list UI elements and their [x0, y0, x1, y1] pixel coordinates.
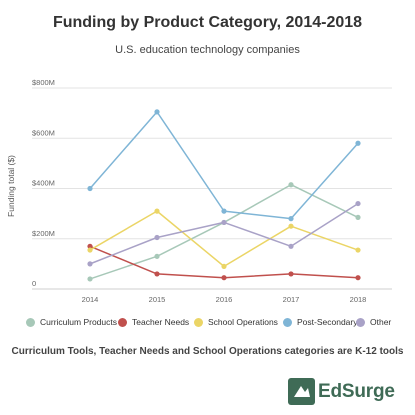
- legend-label: Other: [370, 317, 392, 327]
- data-point: [288, 243, 294, 249]
- legend-item: Other: [356, 317, 391, 327]
- legend-item: School Operations: [194, 317, 278, 327]
- data-point: [355, 214, 361, 220]
- data-point: [87, 185, 93, 192]
- data-point: [288, 271, 294, 277]
- legend-label: School Operations: [208, 317, 278, 327]
- series-line: [89, 111, 359, 220]
- series-line: [89, 245, 359, 279]
- y-tick-label: $600M: [32, 128, 55, 137]
- legend-swatch: [26, 317, 35, 327]
- data-point: [221, 219, 227, 226]
- data-point: [87, 276, 93, 282]
- series-lines: [87, 109, 361, 282]
- footnote: Curriculum Tools, Teacher Needs and Scho…: [11, 346, 404, 357]
- data-point: [154, 208, 160, 214]
- chart-subtitle: U.S. education technology companies: [115, 44, 300, 56]
- edsurge-logo: EdSurge: [288, 378, 395, 405]
- legend-item: Curriculum Products: [26, 317, 117, 327]
- chart-legend: Curriculum Products Teacher Needs School O…: [26, 317, 406, 331]
- series-school-operations: [87, 208, 361, 269]
- data-point: [288, 182, 294, 188]
- legend-swatch: [194, 317, 203, 327]
- legend-swatch: [356, 317, 365, 327]
- data-point: [221, 263, 227, 269]
- data-point: [154, 109, 160, 115]
- legend-swatch: [118, 317, 127, 327]
- series-teacher-needs: [87, 243, 361, 281]
- y-tick-label: 0: [32, 279, 36, 288]
- data-point: [87, 243, 93, 249]
- y-axis-label: Funding total ($): [6, 155, 16, 217]
- y-tick-label: $800M: [32, 78, 55, 87]
- data-point: [221, 208, 227, 214]
- x-tick-label: 2014: [82, 295, 99, 304]
- data-point: [87, 247, 93, 253]
- edsurge-logo-icon: [288, 378, 315, 405]
- data-point: [288, 223, 294, 229]
- legend-label: Teacher Needs: [132, 317, 190, 327]
- data-point: [355, 200, 361, 207]
- chart-title: Funding by Product Category, 2014-2018: [52, 14, 363, 31]
- data-point: [355, 247, 361, 253]
- legend-item: Teacher Needs: [118, 317, 189, 327]
- series-post-secondary: [87, 109, 361, 222]
- x-tick-label: 2018: [350, 295, 367, 304]
- legend-label: Curriculum Products: [40, 317, 117, 327]
- data-point: [154, 271, 160, 277]
- data-point: [87, 261, 93, 267]
- x-tick-label: 2015: [149, 295, 166, 304]
- y-tick-labels: 0 $200M $400M $600M $800M: [32, 78, 55, 288]
- x-tick-labels: 2014 2015 2016 2017 2018: [82, 295, 367, 304]
- data-point: [288, 216, 294, 222]
- x-tick-label: 2017: [283, 295, 300, 304]
- legend-label: Post-Secondary: [297, 317, 358, 327]
- grid-lines: [32, 87, 392, 290]
- data-point: [355, 140, 361, 146]
- y-tick-label: $200M: [32, 229, 55, 238]
- brand-name: EdSurge: [318, 380, 395, 402]
- series-other: [87, 200, 361, 267]
- legend-item: Post-Secondary: [283, 317, 357, 327]
- data-point: [355, 275, 361, 281]
- legend-swatch: [283, 317, 292, 327]
- data-point: [154, 253, 160, 259]
- x-tick-label: 2016: [216, 295, 233, 304]
- data-point: [154, 234, 160, 241]
- y-tick-label: $400M: [32, 179, 55, 188]
- data-point: [221, 275, 227, 281]
